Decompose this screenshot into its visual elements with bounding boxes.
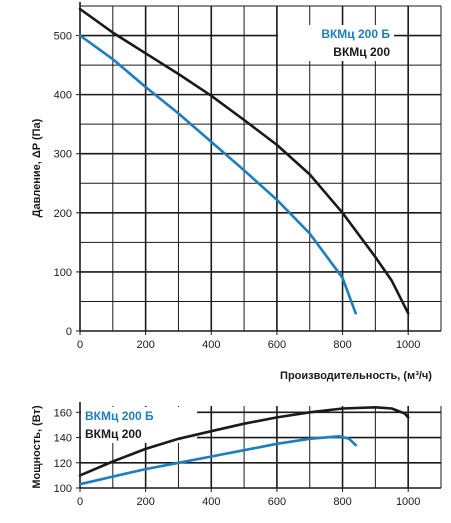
power-y-tick-label: 120 (54, 458, 72, 470)
power-y-axis-label: Мощность, (Вт) (31, 405, 43, 489)
pressure-x-tick-label: 1000 (396, 339, 420, 351)
power-x-tick-label: 800 (333, 496, 351, 508)
pressure-x-tick-label: 600 (268, 339, 286, 351)
pressure-x-tick-label: 200 (136, 339, 154, 351)
power-legend-entry: ВКМц 200 Б (85, 409, 154, 423)
power-y-tick-label: 160 (54, 407, 72, 419)
pressure-legend-entry: ВКМц 200 (333, 45, 390, 59)
pressure-y-tick-label: 200 (54, 208, 72, 220)
power-legend-background (81, 407, 197, 443)
pressure-legend-entry: ВКМц 200 Б (321, 27, 390, 41)
pressure-y-tick-label: 400 (54, 90, 72, 102)
power-x-tick-label: 600 (268, 496, 286, 508)
pressure-x-tick-label: 0 (77, 339, 83, 351)
pressure-legend-background (278, 25, 394, 61)
pressure-y-tick-label: 0 (66, 326, 72, 338)
pressure-series-line-vkmc-200 (78, 7, 410, 315)
pressure-y-axis-label: Давление, ΔP (Па) (31, 118, 43, 217)
power-y-tick-label: 140 (54, 433, 72, 445)
power-x-tick-label: 400 (202, 496, 220, 508)
power-y-tick-label: 100 (54, 483, 72, 495)
pressure-x-tick-label: 400 (202, 339, 220, 351)
power-x-tick-label: 200 (136, 496, 154, 508)
pressure-series-line-vkmc-200-b (78, 34, 357, 315)
pressure-y-tick-label: 100 (54, 267, 72, 279)
pressure-y-tick-label: 300 (54, 149, 72, 161)
pressure-x-tick-label: 800 (333, 339, 351, 351)
power-x-tick-label: 0 (77, 496, 83, 508)
power-series-line-vkmc-200 (78, 406, 410, 477)
power-series-line-vkmc-200-b (78, 435, 357, 486)
pressure-y-tick-label: 500 (54, 31, 72, 43)
power-legend-entry: ВКМц 200 (85, 427, 142, 441)
power-x-tick-label: 1000 (396, 496, 420, 508)
pressure-x-axis-label: Производительность, (м³/ч) (280, 370, 432, 382)
